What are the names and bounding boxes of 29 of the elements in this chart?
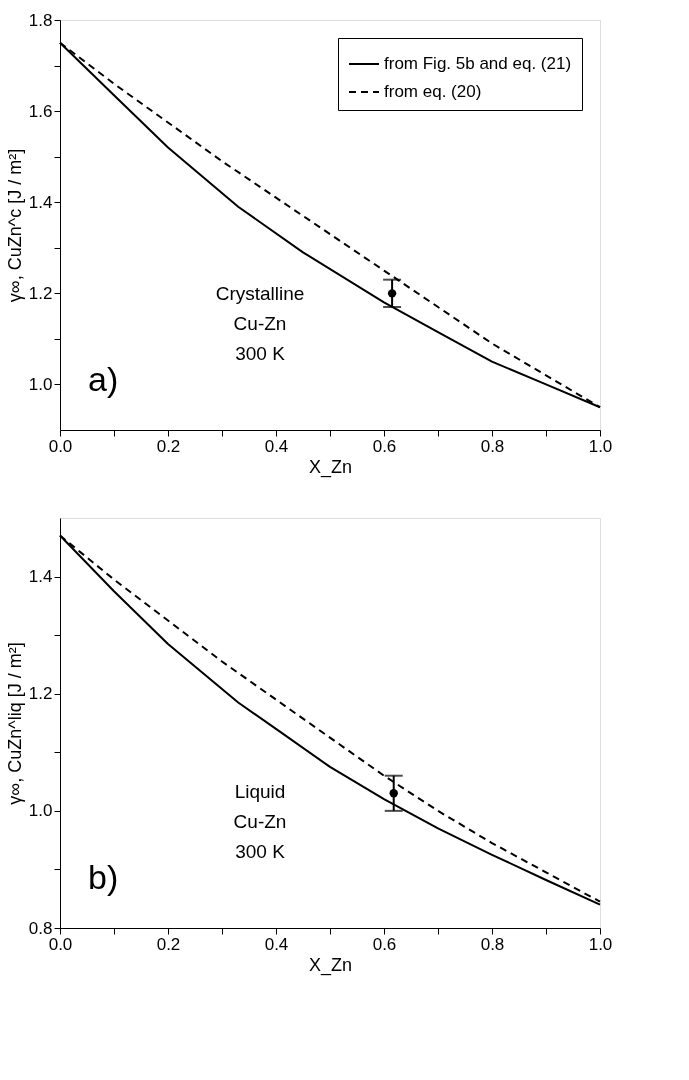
x-tick-label: 0.0	[48, 436, 73, 456]
y-tick-label: 1.4	[28, 192, 53, 212]
x-tick-label: 0.6	[372, 934, 397, 954]
annotation: Crystalline Cu-Zn 300 K	[215, 283, 305, 364]
x-axis-title: X_Zn	[308, 456, 353, 478]
y-tick-label: 1.8	[28, 10, 53, 30]
y-tick-label: 1.6	[28, 101, 53, 121]
x-tick-label: 0.4	[264, 934, 289, 954]
y-axis-title: γ∞, CuZn^c [J / m²]	[4, 148, 25, 303]
x-tick-label: 0.8	[480, 934, 505, 954]
x-tick-label: 1.0	[588, 934, 613, 954]
annotation: a)	[88, 360, 119, 398]
legend-label: from Fig. 5b and eq. (21)	[384, 54, 572, 73]
legend-label: from eq. (20)	[384, 82, 482, 101]
y-tick-label: 1.4	[28, 567, 53, 587]
y-axis-title: γ∞, CuZn^liq [J / m²]	[4, 642, 25, 805]
annotation: Liquid Cu-Zn 300 K	[233, 781, 287, 862]
x-tick-label: 0.6	[372, 436, 397, 456]
x-tick-label: 0.8	[480, 436, 505, 456]
annotation: b)	[88, 858, 119, 896]
y-tick-label: 1.2	[28, 684, 53, 704]
x-tick-label: 0.4	[264, 436, 289, 456]
x-tick-label: 0.2	[156, 436, 181, 456]
y-tick-label: 1.2	[28, 283, 53, 303]
x-tick-label: 1.0	[588, 436, 613, 456]
x-tick-label: 0.2	[156, 934, 181, 954]
y-tick-label: 1.0	[28, 374, 53, 394]
y-tick-label: 1.0	[28, 801, 53, 821]
x-axis-title: X_Zn	[308, 954, 353, 976]
